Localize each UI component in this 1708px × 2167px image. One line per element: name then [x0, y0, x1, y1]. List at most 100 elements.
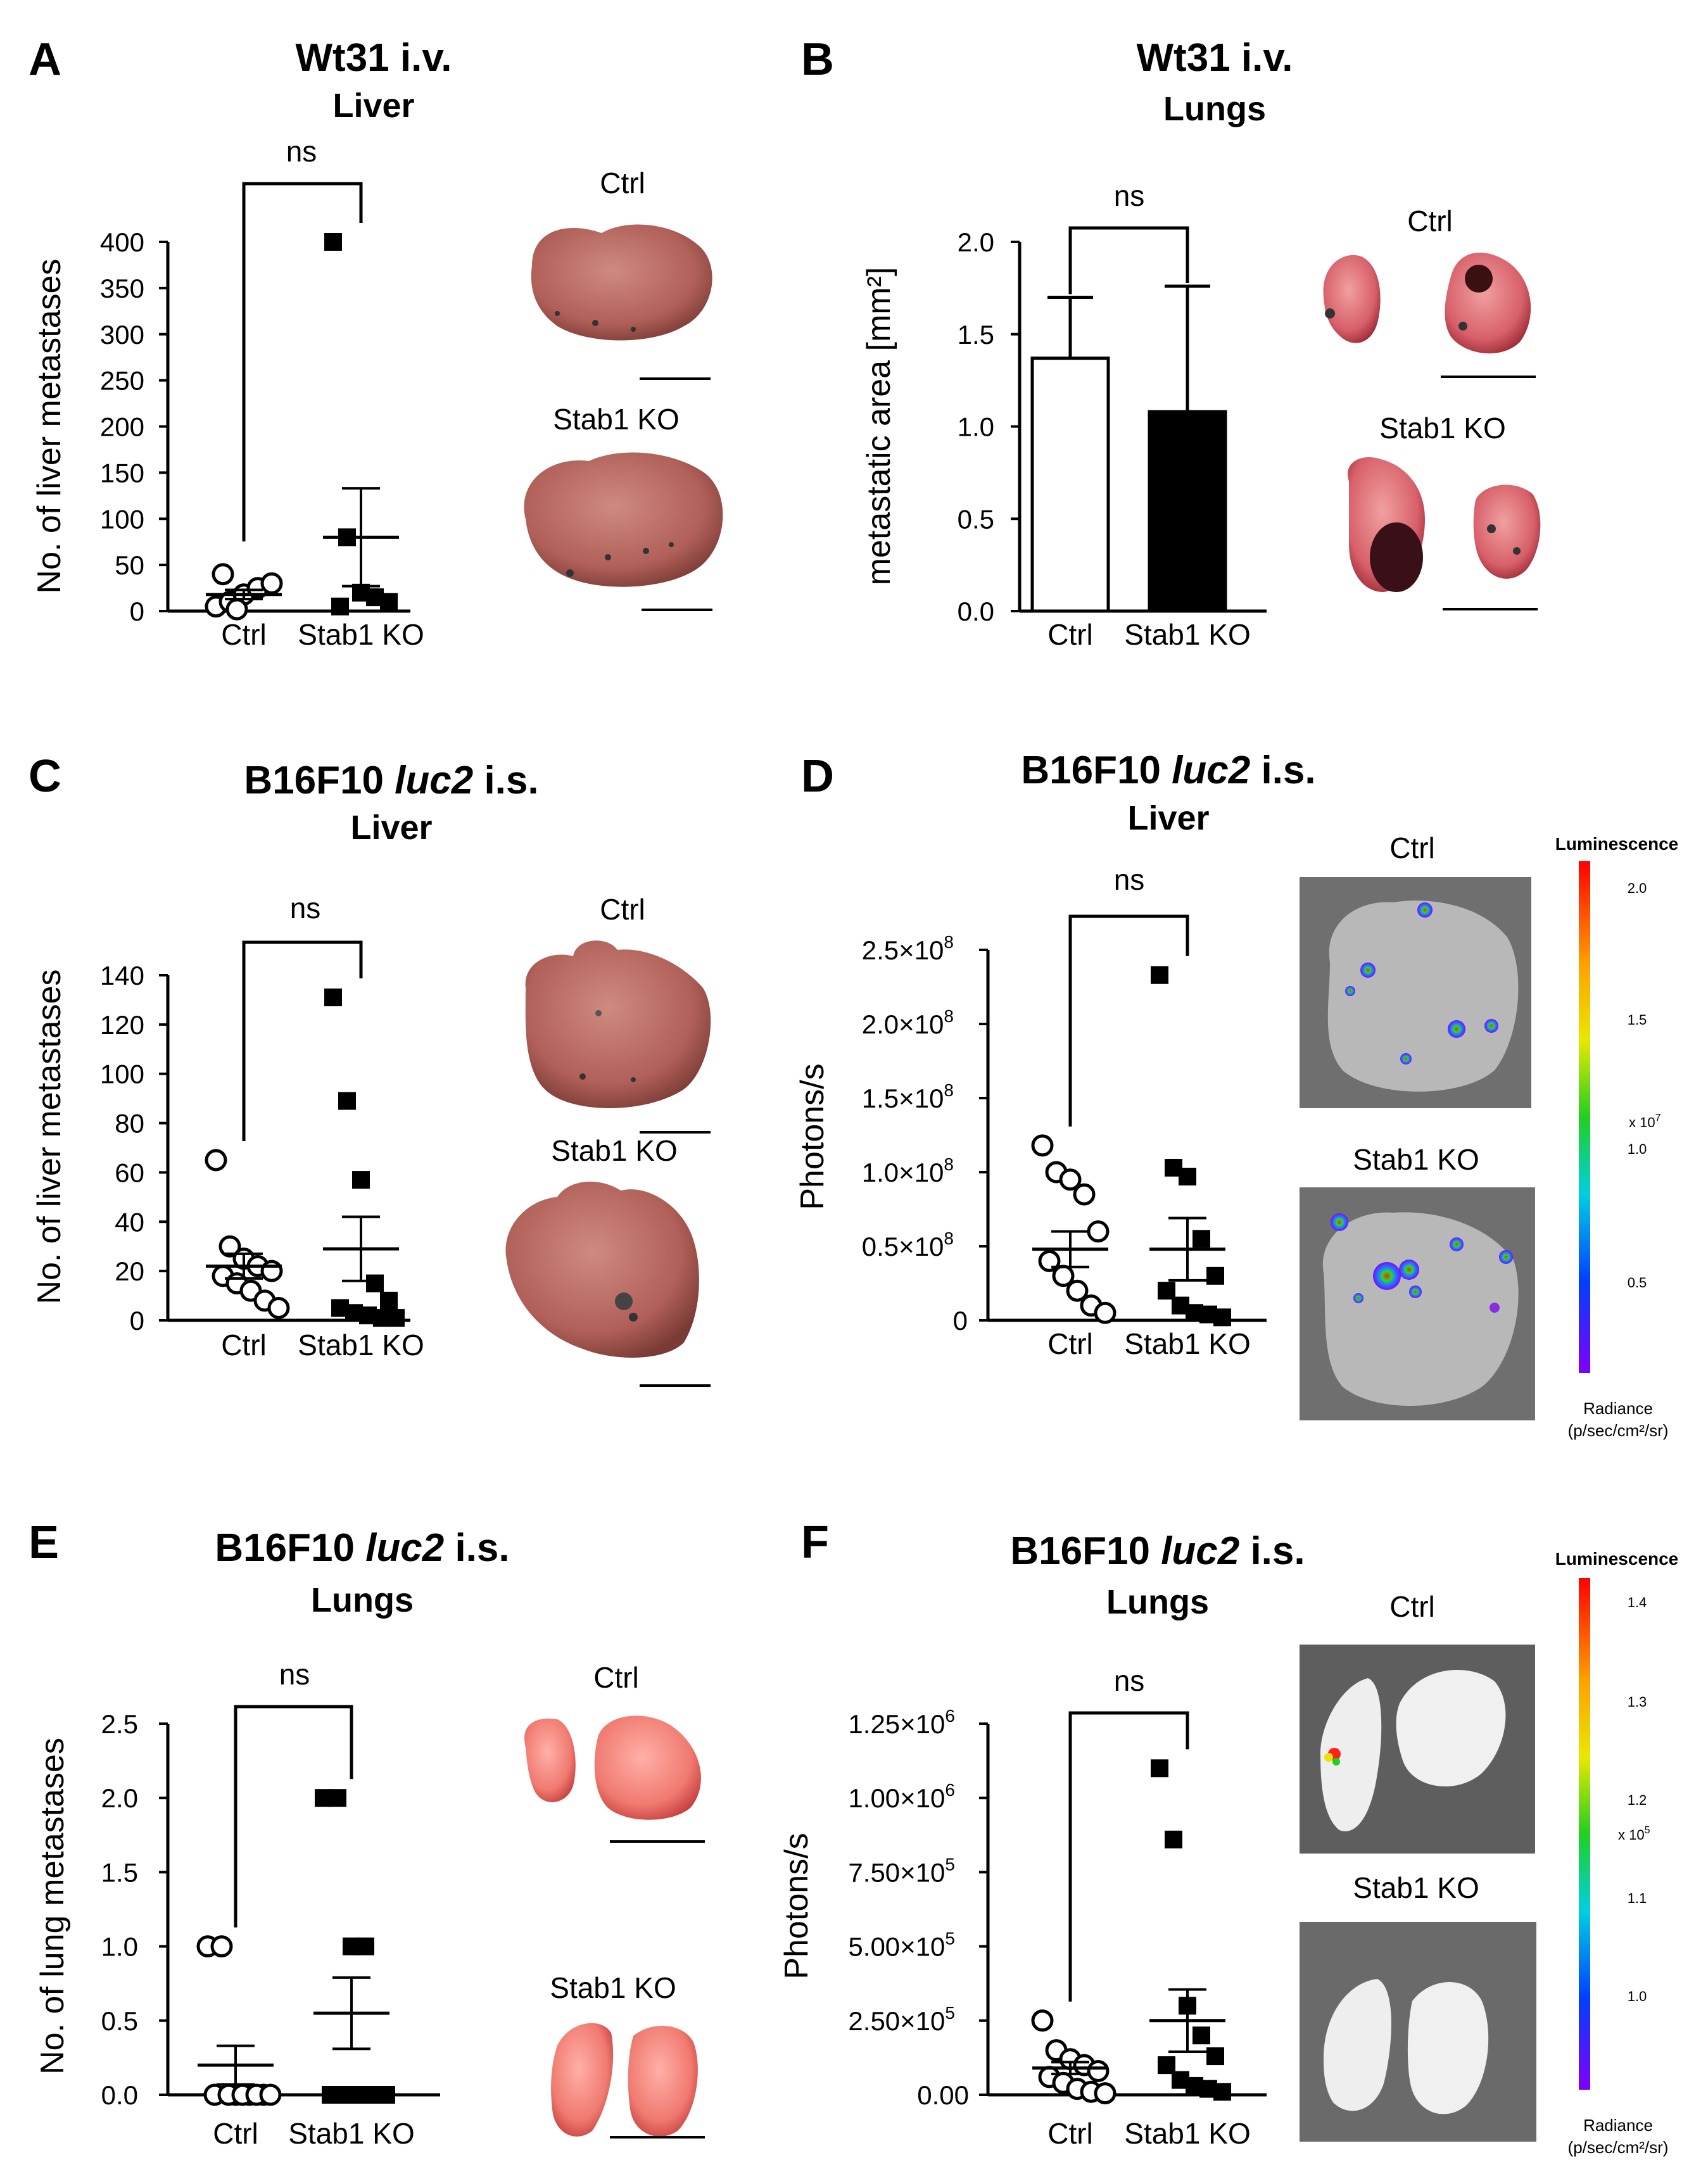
data-point-circle	[1094, 1301, 1117, 1324]
colorbar-f-scale: x 105	[1618, 1825, 1650, 1843]
y-axis-label: metastatic area [mm²]	[861, 267, 897, 586]
photo-b-ctrl: Ctrl	[1323, 205, 1536, 378]
y-tick-label: 80	[115, 1109, 144, 1139]
chart-panel-b: 0.0 0.5 1.0 1.5 2.0 metastatic area [mm²] Ctrl…	[861, 179, 1267, 651]
y-tick-label: 50	[115, 550, 144, 580]
panel-c-title: B16F10 luc2 i.s.	[244, 759, 538, 802]
y-tick-label: 2.0	[101, 1783, 138, 1813]
bar	[1030, 357, 1110, 613]
data-point-square	[357, 1937, 374, 1955]
chart-panel-f: 0.00 2.50×105 5.00×105 7.50×105 1.00×106 1.25…	[778, 1664, 1267, 2150]
photo-c-ko: Stab1 KO	[505, 1134, 711, 1387]
x-category-label: Ctrl	[221, 1329, 267, 1361]
y-tick-label: 40	[115, 1207, 144, 1237]
significance-bracket	[242, 182, 363, 541]
y-tick-label: 60	[115, 1158, 144, 1187]
panel-f-subtitle: Lungs	[1106, 1583, 1209, 1621]
significance-label: ns	[1114, 1664, 1145, 1697]
y-tick-label: 140	[100, 961, 144, 990]
data-point-square	[1206, 2047, 1224, 2066]
photo-a-ko: Stab1 KO	[524, 403, 723, 611]
data-point-square	[324, 989, 342, 1007]
y-axis-label: No. of liver metastases	[31, 259, 68, 594]
chart-panel-d: 0 0.5×108 1.0×108 1.5×108 2.0×108 2.5×108 Phot…	[794, 863, 1267, 1360]
y-tick-label: 1.0	[958, 412, 994, 442]
y-tick-label: 2.50×105	[848, 2003, 955, 2036]
data-point-circle	[205, 1149, 227, 1172]
y-tick-label: 1.00×106	[848, 1780, 955, 1813]
y-tick-label: 2.0×108	[862, 1006, 954, 1039]
x-category-label: Ctrl	[213, 2117, 258, 2150]
panel-b-subtitle: Lungs	[1163, 90, 1266, 128]
panel-d-title: B16F10 luc2 i.s.	[1021, 749, 1315, 792]
x-category-label: Stab1 KO	[1124, 2117, 1250, 2150]
data-point-circle	[267, 1297, 290, 1320]
data-point-circle	[260, 1260, 283, 1282]
panel-letter-f: F	[801, 1517, 829, 1568]
panel-e-subtitle: Lungs	[311, 1581, 414, 1619]
panel-e-title: B16F10 luc2 i.s.	[215, 1526, 509, 1570]
data-point-square	[1151, 966, 1168, 984]
y-tick-label: 0.5	[958, 504, 994, 534]
panel-letter-c: C	[28, 751, 61, 802]
data-point-square	[1165, 1830, 1182, 1848]
y-tick-label: 300	[100, 320, 144, 350]
panel-a-title: Wt31 i.v.	[296, 36, 452, 80]
data-point-square	[1158, 1282, 1175, 1300]
y-tick-label: 120	[100, 1010, 144, 1040]
photo-b-ko-label: Stab1 KO	[1379, 412, 1505, 445]
bar	[1148, 410, 1227, 613]
x-category-label: Stab1 KO	[1124, 1327, 1250, 1360]
y-tick-label: 7.50×105	[848, 1854, 955, 1887]
photo-f-ko: Stab1 KO	[1300, 1871, 1536, 2142]
y-tick-label: 0.0	[101, 2080, 138, 2110]
photo-e-ctrl: Ctrl	[524, 1661, 705, 1843]
data-point-circle	[259, 2083, 282, 2106]
panel-headers: A Wt31 i.v. Liver B Wt31 i.v. Lungs C B1…	[28, 34, 1316, 1621]
y-tick-label: 0	[130, 597, 144, 626]
data-point-square	[1213, 2083, 1231, 2101]
data-point-circle	[1066, 1279, 1089, 1302]
data-point-square	[1213, 1308, 1231, 1327]
y-tick-label: 1.5×108	[862, 1080, 954, 1113]
colorbar-d-tick: 1.5	[1628, 1012, 1647, 1028]
y-tick-label: 100	[100, 1059, 144, 1089]
data-point-square	[1192, 2026, 1210, 2045]
photo-c-ctrl-label: Ctrl	[600, 893, 645, 926]
data-point-circle	[210, 1935, 233, 1958]
photo-c-ko-label: Stab1 KO	[551, 1134, 677, 1167]
data-point-square	[1179, 1168, 1196, 1186]
photo-a-ctrl: Ctrl	[531, 167, 712, 380]
significance-bracket	[1068, 226, 1189, 294]
data-point-circle	[1087, 2059, 1110, 2082]
photo-b-ctrl-label: Ctrl	[1407, 205, 1453, 237]
panel-d-subtitle: Liver	[1127, 799, 1209, 837]
colorbar-f-gradient	[1579, 1578, 1590, 2090]
photo-f-ctrl: Ctrl	[1300, 1590, 1535, 1854]
data-point-square	[377, 2086, 395, 2104]
data-point-square	[380, 593, 398, 611]
data-point-circle	[1073, 1183, 1096, 1206]
y-tick-label: 1.0	[101, 1932, 138, 1962]
photo-b-ko: Stab1 KO	[1348, 412, 1541, 610]
x-category-label: Stab1 KO	[298, 618, 424, 651]
data-point-circle	[1031, 1134, 1054, 1157]
y-tick-label: 350	[100, 274, 144, 303]
y-tick-label: 0	[953, 1306, 968, 1336]
x-category-label: Stab1 KO	[1124, 618, 1250, 651]
photo-e-ko-label: Stab1 KO	[550, 1971, 676, 2004]
y-tick-label: 2.5×108	[862, 932, 954, 965]
y-tick-label: 1.5	[958, 320, 994, 350]
data-point-circle	[260, 572, 283, 595]
colorbar-f-tick: 1.0	[1628, 1988, 1647, 2004]
colorbar-f-tick: 1.4	[1628, 1595, 1647, 1610]
data-point-circle	[1087, 1220, 1110, 1243]
colorbar-f: Luminescence 1.4 1.3 1.2 1.1 1.0 x 105 R…	[1555, 1549, 1679, 2157]
colorbar-f-tick: 1.1	[1628, 1890, 1647, 1906]
photo-c-ctrl: Ctrl	[525, 893, 711, 1134]
y-tick-label: 0.5	[101, 2006, 138, 2036]
y-tick-label: 1.5	[101, 1857, 138, 1887]
data-point-circle	[218, 1235, 241, 1258]
data-point-square	[324, 233, 342, 251]
y-tick-label: 5.00×105	[848, 1929, 955, 1962]
